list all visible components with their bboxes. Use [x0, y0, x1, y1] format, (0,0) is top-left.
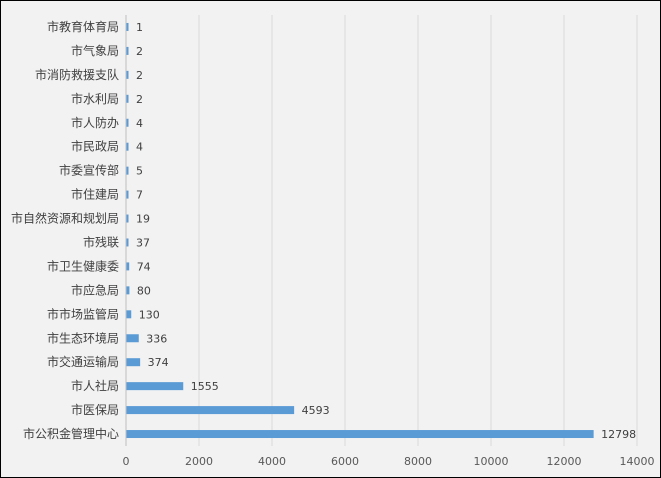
x-tick-label: 10000: [474, 455, 509, 468]
x-tick-label: 4000: [258, 455, 286, 468]
bar: [126, 118, 129, 127]
category-label: 市人社局: [71, 378, 119, 393]
bar: [126, 22, 129, 31]
data-label: 130: [139, 308, 160, 321]
category-label: 市自然资源和规划局: [11, 211, 119, 226]
data-label: 1: [136, 21, 143, 34]
category-label: 市气象局: [71, 43, 119, 58]
category-label: 市住建局: [71, 187, 119, 202]
category-label: 市应急局: [71, 282, 119, 297]
data-label: 5: [136, 165, 143, 178]
category-label: 市教育体育局: [47, 19, 119, 34]
bar: [126, 430, 594, 439]
category-label: 市消防救援支队: [35, 67, 119, 82]
category-label: 市人防办: [71, 115, 119, 130]
bar: [126, 70, 129, 79]
bar: [126, 214, 129, 223]
x-tick-label: 2000: [185, 455, 213, 468]
bar: [126, 94, 129, 103]
data-label: 4593: [302, 404, 330, 417]
bar: [126, 382, 184, 391]
category-label: 市公积金管理中心: [23, 426, 119, 441]
data-label: 19: [136, 213, 150, 226]
category-label: 市市场监管局: [47, 306, 119, 321]
category-label: 市委宣传部: [59, 163, 119, 178]
bar: [126, 166, 129, 175]
bar: [126, 358, 141, 367]
x-tick-label: 0: [123, 455, 130, 468]
data-label: 12798: [601, 428, 636, 441]
bar: [126, 238, 129, 247]
data-label: 4: [136, 117, 143, 130]
data-label: 37: [136, 236, 150, 249]
bar: [126, 286, 130, 295]
data-label: 7: [136, 189, 143, 202]
category-label: 市残联: [83, 234, 119, 249]
x-tick-label: 8000: [404, 455, 432, 468]
bar: [126, 334, 139, 343]
bar: [126, 142, 129, 151]
bar: [126, 190, 129, 199]
bar: [126, 262, 130, 271]
x-tick-label: 6000: [331, 455, 359, 468]
category-label: 市水利局: [71, 91, 119, 106]
x-tick-label: 14000: [620, 455, 655, 468]
x-tick-label: 12000: [547, 455, 582, 468]
category-label: 市卫生健康委: [47, 258, 119, 273]
category-label: 市生态环境局: [47, 330, 119, 345]
data-label: 2: [136, 45, 143, 58]
bar: [126, 310, 132, 319]
data-label: 336: [146, 332, 167, 345]
data-label: 80: [137, 284, 151, 297]
data-label: 2: [136, 69, 143, 82]
data-label: 4: [136, 141, 143, 154]
data-label: 1555: [191, 380, 219, 393]
data-label: 374: [148, 356, 169, 369]
bar: [126, 406, 295, 415]
category-label: 市交通运输局: [47, 354, 119, 369]
category-label: 市医保局: [71, 402, 119, 417]
data-label: 2: [136, 93, 143, 106]
category-label: 市民政局: [71, 139, 119, 154]
bar: [126, 46, 129, 55]
data-label: 74: [137, 260, 151, 273]
